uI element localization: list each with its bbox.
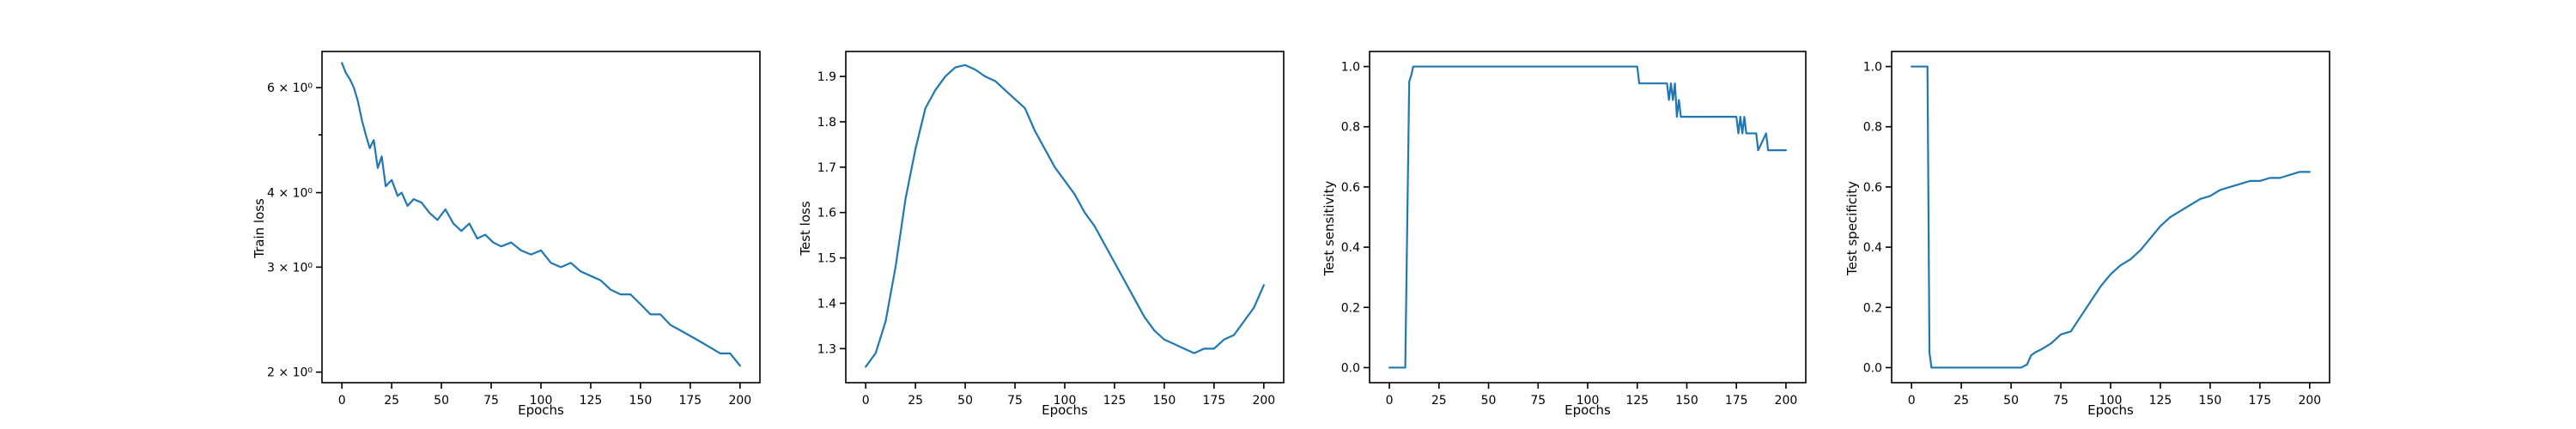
x-tick-label-train-loss: 175	[678, 394, 702, 408]
x-tick-label-test-loss: 125	[1103, 394, 1127, 408]
xlabel-test-specificity: Epochs	[2087, 402, 2134, 418]
y-tick-label-train-loss: 2 × 10⁰	[267, 366, 313, 380]
y-tick-label-test-specificity: 0.8	[1863, 121, 1882, 135]
ylabel-test-loss: Test loss	[798, 201, 813, 256]
x-tick-label-train-loss: 200	[728, 394, 751, 408]
x-tick-label-test-sensitivity: 175	[1725, 394, 1748, 408]
x-tick-label-test-loss: 50	[957, 394, 973, 408]
x-tick-label-test-specificity: 125	[2149, 394, 2172, 408]
subplot-test-specificity: Test specificity Epochs 0 25 50 75 100 125 150…	[1844, 51, 2330, 418]
x-tick-label-test-sensitivity: 25	[1431, 394, 1447, 408]
x-tick-label-test-sensitivity: 50	[1481, 394, 1497, 408]
x-tick-label-test-specificity: 100	[2099, 394, 2123, 408]
x-tick-label-test-loss: 200	[1252, 394, 1275, 408]
y-tick-label-test-sensitivity: 0.8	[1341, 121, 1360, 135]
x-tick-label-train-loss: 75	[483, 394, 499, 408]
x-tick-label-test-loss: 0	[862, 394, 870, 408]
x-tick-label-test-sensitivity: 100	[1577, 394, 1600, 408]
subplot-test-sensitivity: Test sensitivity Epochs 0 25 50 75 100 125 150…	[1321, 51, 1807, 418]
y-tick-label-test-specificity: 0.4	[1863, 241, 1882, 255]
x-tick-label-test-specificity: 75	[2053, 394, 2069, 408]
y-tick-label-test-sensitivity: 0.2	[1341, 301, 1360, 315]
x-tick-label-test-specificity: 200	[2298, 394, 2321, 408]
y-tick-label-test-specificity: 1.0	[1863, 61, 1882, 75]
xlabel-test-sensitivity: Epochs	[1564, 402, 1611, 418]
x-tick-label-test-sensitivity: 200	[1775, 394, 1798, 408]
y-tick-label-test-loss: 1.8	[817, 116, 836, 130]
x-tick-label-train-loss: 150	[629, 394, 653, 408]
series-line-test-loss	[865, 63, 1265, 368]
x-tick-label-train-loss: 25	[384, 394, 399, 408]
ylabel-test-sensitivity: Test sensitivity	[1321, 181, 1337, 277]
y-tick-label-test-loss: 1.5	[817, 252, 836, 266]
x-tick-label-train-loss: 0	[338, 394, 346, 408]
y-tick-label-test-sensitivity: 0.6	[1341, 181, 1360, 195]
x-tick-label-test-loss: 75	[1007, 394, 1023, 408]
xlabel-train-loss: Epochs	[518, 402, 564, 418]
y-tick-label-test-loss: 1.9	[817, 70, 836, 84]
y-tick-label-test-sensitivity: 0.0	[1341, 361, 1360, 375]
y-tick-label-train-loss: 4 × 10⁰	[267, 187, 313, 201]
x-tick-label-train-loss: 100	[530, 394, 553, 408]
x-tick-label-test-sensitivity: 0	[1386, 394, 1394, 408]
x-tick-label-test-specificity: 50	[2003, 394, 2019, 408]
x-tick-label-test-loss: 25	[908, 394, 923, 408]
series-line-test-specificity	[1911, 65, 2311, 369]
x-tick-label-test-specificity: 0	[1908, 394, 1916, 408]
y-tick-label-test-loss: 1.6	[817, 207, 836, 221]
xlabel-test-loss: Epochs	[1042, 402, 1088, 418]
subplot-test-loss: Test loss Epochs 0 25 50 75 100 125 150 175 200 1…	[798, 51, 1285, 418]
y-tick-label-train-loss: 6 × 10⁰	[267, 82, 313, 95]
x-tick-label-test-loss: 175	[1202, 394, 1225, 408]
x-tick-label-test-loss: 150	[1153, 394, 1176, 408]
x-tick-label-test-loss: 100	[1054, 394, 1077, 408]
y-tick-label-test-loss: 1.3	[817, 342, 836, 356]
x-tick-label-train-loss: 50	[434, 394, 449, 408]
y-tick-label-test-sensitivity: 1.0	[1341, 61, 1360, 75]
subplot-train-loss: Train loss Epochs 0 25 50 75 100 125 150 175 200…	[252, 51, 761, 418]
x-tick-label-test-specificity: 150	[2199, 394, 2222, 408]
x-tick-label-test-specificity: 25	[1953, 394, 1969, 408]
series-line-train-loss	[341, 62, 741, 367]
y-tick-label-test-sensitivity: 0.4	[1341, 241, 1360, 255]
y-tick-label-test-specificity: 0.6	[1863, 181, 1882, 195]
x-tick-label-test-specificity: 175	[2248, 394, 2271, 408]
x-tick-label-train-loss: 125	[580, 394, 603, 408]
x-tick-label-test-sensitivity: 125	[1625, 394, 1649, 408]
x-tick-label-test-sensitivity: 75	[1530, 394, 1546, 408]
y-tick-label-test-loss: 1.4	[817, 297, 836, 311]
y-tick-label-test-specificity: 0.0	[1863, 361, 1882, 375]
y-tick-label-train-loss: 3 × 10⁰	[267, 261, 313, 275]
x-tick-label-test-sensitivity: 150	[1675, 394, 1698, 408]
y-tick-label-test-loss: 1.7	[817, 161, 836, 175]
ylabel-train-loss: Train loss	[252, 198, 267, 259]
y-tick-label-test-specificity: 0.2	[1863, 301, 1882, 315]
ylabel-test-specificity: Test specificity	[1844, 181, 1860, 276]
series-line-test-sensitivity	[1388, 65, 1788, 369]
